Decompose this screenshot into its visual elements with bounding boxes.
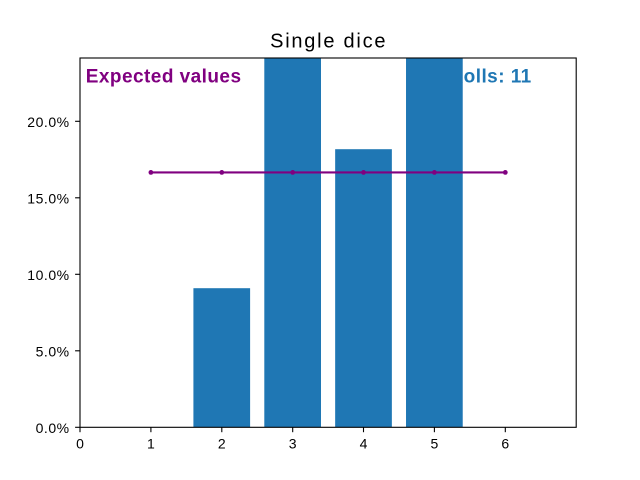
- svg-text:15.0%: 15.0%: [27, 191, 69, 207]
- svg-text:0.0%: 0.0%: [36, 420, 70, 436]
- svg-text:6: 6: [501, 435, 509, 451]
- svg-text:5.0%: 5.0%: [36, 344, 70, 360]
- svg-text:3: 3: [289, 435, 297, 451]
- svg-text:Single dice: Single dice: [270, 31, 387, 53]
- svg-text:20.0%: 20.0%: [27, 114, 69, 130]
- svg-text:2: 2: [218, 435, 226, 451]
- svg-text:5: 5: [431, 435, 439, 451]
- svg-text:4: 4: [360, 435, 368, 451]
- svg-text:Expected values: Expected values: [86, 67, 242, 88]
- svg-text:10.0%: 10.0%: [27, 267, 69, 283]
- svg-text:1: 1: [147, 435, 155, 451]
- svg-text:Rolls: 11: Rolls: 11: [450, 67, 532, 88]
- svg-text:0: 0: [76, 435, 84, 451]
